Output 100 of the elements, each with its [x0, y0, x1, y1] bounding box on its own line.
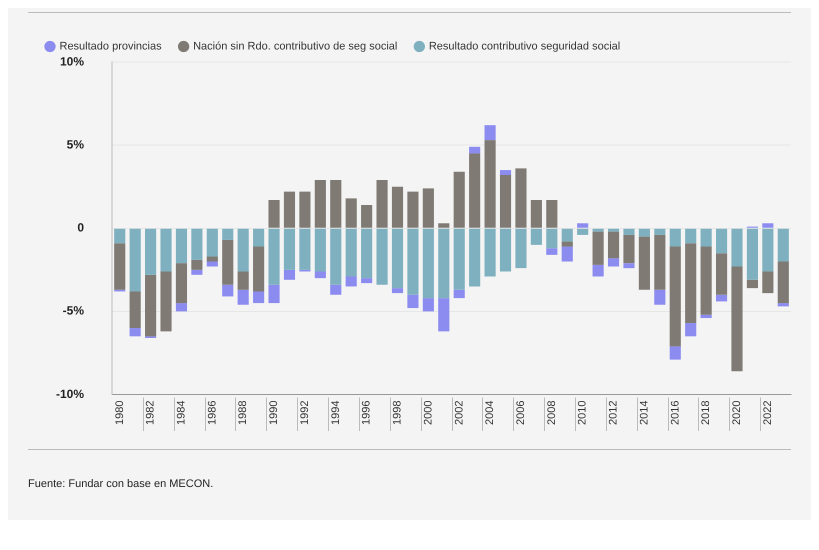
bar — [130, 328, 141, 336]
bar — [731, 266, 743, 372]
x-tick-label: 2020 — [731, 400, 744, 426]
bar — [299, 228, 310, 270]
bar — [176, 263, 188, 304]
bar — [422, 298, 434, 312]
bar — [515, 168, 527, 228]
bar — [654, 234, 666, 290]
bar — [145, 274, 156, 336]
bar — [407, 228, 419, 295]
bar — [438, 298, 450, 332]
bar — [608, 258, 620, 267]
bar — [222, 228, 234, 240]
x-tick-label: 1996 — [360, 400, 373, 426]
bar — [392, 186, 404, 228]
x-tick-label: 2018 — [700, 400, 712, 426]
bar — [623, 263, 635, 268]
bar — [546, 248, 558, 255]
y-tick-label: -5% — [62, 304, 84, 318]
bar — [454, 228, 465, 290]
x-tick-label: 1986 — [206, 400, 218, 426]
bar — [623, 228, 635, 235]
bar — [392, 228, 404, 288]
bar — [407, 192, 419, 228]
bar — [454, 290, 465, 298]
bar — [500, 228, 512, 272]
bar — [716, 228, 728, 254]
bar — [268, 284, 280, 304]
bar — [778, 228, 789, 262]
x-tick-label: 2000 — [422, 400, 434, 426]
x-tick-label: 1992 — [298, 400, 311, 426]
bar — [330, 180, 342, 228]
bar — [268, 200, 280, 228]
bar — [330, 284, 342, 295]
bar — [762, 223, 774, 228]
bar — [361, 278, 372, 284]
bar — [284, 270, 296, 280]
bar — [222, 240, 234, 285]
bar — [638, 236, 650, 290]
bar — [608, 232, 620, 258]
bar — [422, 228, 434, 298]
bar — [700, 246, 712, 315]
bar — [716, 294, 728, 302]
bar — [577, 223, 588, 228]
bar — [670, 246, 681, 346]
bar — [500, 170, 512, 176]
legend-label: Resultado provincias — [60, 40, 162, 53]
bar — [253, 291, 264, 304]
x-tick-label: 2012 — [608, 400, 620, 426]
y-tick-label: 10% — [60, 54, 84, 68]
bar — [238, 290, 249, 305]
bar — [114, 243, 126, 290]
bar — [654, 228, 666, 235]
bar — [778, 262, 789, 304]
bar — [484, 125, 496, 140]
bar — [638, 228, 650, 237]
bar — [762, 228, 774, 272]
bar — [346, 198, 357, 228]
bar — [253, 246, 264, 292]
bar — [314, 271, 326, 278]
bar — [346, 276, 357, 286]
bar — [515, 228, 527, 268]
bar — [562, 228, 573, 242]
bar — [731, 228, 743, 267]
bar — [238, 271, 249, 290]
bar — [592, 264, 604, 276]
bar — [206, 262, 218, 267]
bar — [454, 172, 465, 228]
bar — [160, 228, 172, 272]
bar — [469, 153, 480, 228]
bar — [562, 246, 573, 262]
bar — [746, 228, 758, 280]
bar — [253, 228, 264, 247]
bar — [469, 228, 480, 286]
bar — [299, 192, 310, 228]
x-tick-label: 1984 — [175, 400, 188, 426]
bar — [670, 228, 681, 247]
bar — [654, 290, 666, 305]
bar — [346, 228, 357, 276]
bar — [176, 303, 188, 312]
bar — [130, 228, 141, 292]
bar — [530, 200, 542, 228]
bar — [238, 228, 249, 272]
legend-label: Nación sin Rdo. contributivo de seg social — [193, 40, 398, 53]
bar — [422, 188, 434, 228]
bar — [484, 140, 496, 228]
legend-label: Resultado contributivo seguridad social — [428, 40, 620, 53]
y-tick-label: 5% — [66, 137, 84, 152]
x-tick-label: 2004 — [484, 400, 496, 426]
x-tick-label: 1980 — [114, 400, 126, 426]
bar — [330, 228, 342, 285]
bar — [592, 232, 604, 265]
bar — [685, 243, 696, 324]
bar — [376, 180, 388, 228]
bar — [392, 288, 404, 294]
x-tick-label: 1994 — [330, 400, 342, 426]
bar — [746, 280, 758, 288]
x-tick-label: 2014 — [638, 400, 650, 426]
bar — [130, 291, 141, 328]
bar — [469, 146, 480, 154]
